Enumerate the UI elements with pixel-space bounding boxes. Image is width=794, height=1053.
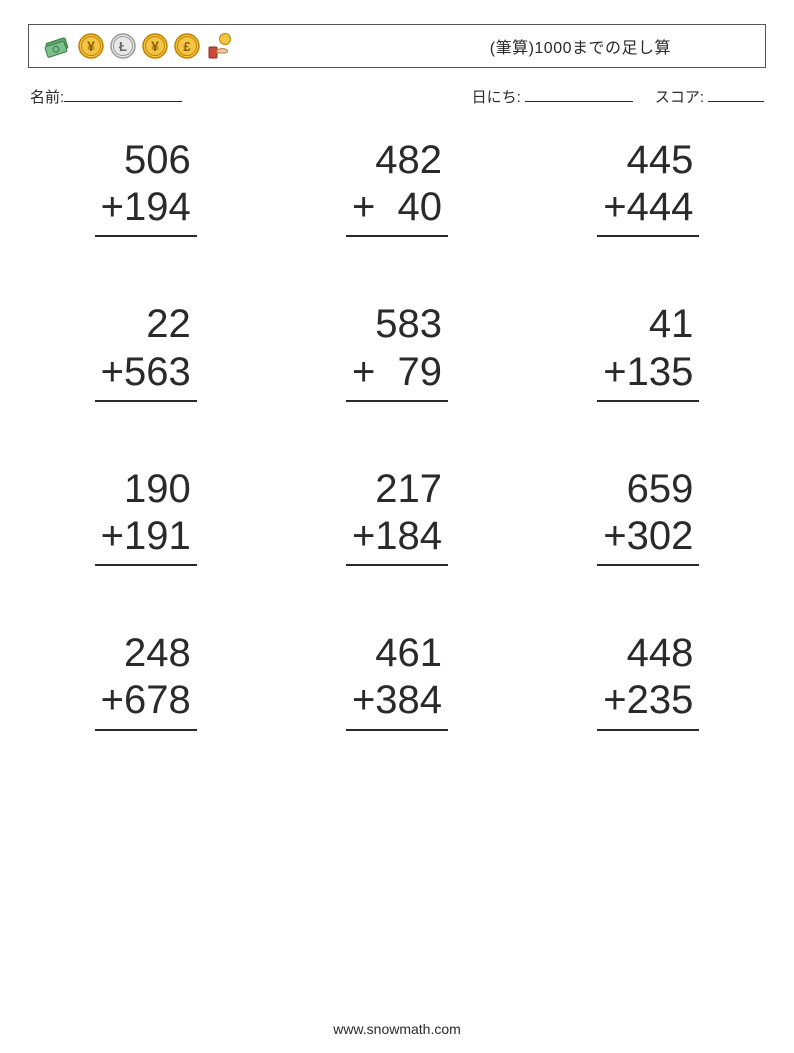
cash-icon bbox=[43, 32, 73, 60]
addend-top: 445 bbox=[597, 137, 699, 184]
coin-l-icon: Ł bbox=[109, 32, 137, 60]
problem-stack: 41+135 bbox=[597, 301, 699, 401]
sum-rule bbox=[95, 400, 197, 402]
sum-rule bbox=[346, 729, 448, 731]
sum-rule bbox=[597, 729, 699, 731]
info-row: 名前: 日にち: スコア: bbox=[28, 86, 766, 107]
addend-top: 583 bbox=[346, 301, 448, 348]
addend-bottom: + 40 bbox=[346, 184, 448, 231]
problem: 659+302 bbox=[553, 466, 744, 566]
addend-top: 217 bbox=[346, 466, 448, 513]
problem-stack: 217+184 bbox=[346, 466, 448, 566]
problem-stack: 506+194 bbox=[95, 137, 197, 237]
sum-rule bbox=[95, 235, 197, 237]
name-blank[interactable] bbox=[64, 86, 182, 102]
coin-pound-icon: £ bbox=[173, 32, 201, 60]
worksheet-title: (筆算)1000までの足し算 bbox=[490, 34, 751, 58]
problem: 190+191 bbox=[50, 466, 241, 566]
addend-bottom: +563 bbox=[95, 349, 197, 396]
problem-stack: 22+563 bbox=[95, 301, 197, 401]
header-box: ¥ Ł ¥ £ bbox=[28, 24, 766, 68]
problem-stack: 248+678 bbox=[95, 630, 197, 730]
problem-stack: 448+235 bbox=[597, 630, 699, 730]
problem-stack: 482+ 40 bbox=[346, 137, 448, 237]
score-label: スコア: bbox=[655, 86, 704, 107]
problem: 461+384 bbox=[301, 630, 492, 730]
svg-text:£: £ bbox=[183, 39, 191, 54]
addend-bottom: +135 bbox=[597, 349, 699, 396]
coin-yen2-icon: ¥ bbox=[141, 32, 169, 60]
problem: 583+ 79 bbox=[301, 301, 492, 401]
problem-stack: 445+444 bbox=[597, 137, 699, 237]
problem: 506+194 bbox=[50, 137, 241, 237]
problem: 41+135 bbox=[553, 301, 744, 401]
addend-bottom: +184 bbox=[346, 513, 448, 560]
addend-top: 461 bbox=[346, 630, 448, 677]
addend-top: 659 bbox=[597, 466, 699, 513]
addend-bottom: +194 bbox=[95, 184, 197, 231]
name-label: 名前: bbox=[30, 86, 64, 107]
addend-top: 190 bbox=[95, 466, 197, 513]
sum-rule bbox=[597, 564, 699, 566]
date-label: 日にち: bbox=[472, 86, 521, 107]
problem-stack: 190+191 bbox=[95, 466, 197, 566]
sum-rule bbox=[346, 564, 448, 566]
svg-text:¥: ¥ bbox=[151, 38, 159, 54]
problem: 248+678 bbox=[50, 630, 241, 730]
score-blank[interactable] bbox=[708, 86, 764, 102]
addend-top: 248 bbox=[95, 630, 197, 677]
sum-rule bbox=[597, 400, 699, 402]
problem: 445+444 bbox=[553, 137, 744, 237]
addend-top: 22 bbox=[95, 301, 197, 348]
date-blank[interactable] bbox=[525, 86, 633, 102]
sum-rule bbox=[95, 564, 197, 566]
problem: 482+ 40 bbox=[301, 137, 492, 237]
coin-yen-icon: ¥ bbox=[77, 32, 105, 60]
hand-coin-icon bbox=[205, 32, 235, 60]
addend-top: 482 bbox=[346, 137, 448, 184]
problem-stack: 583+ 79 bbox=[346, 301, 448, 401]
addend-bottom: + 79 bbox=[346, 349, 448, 396]
header-icons: ¥ Ł ¥ £ bbox=[43, 32, 235, 60]
addend-top: 41 bbox=[597, 301, 699, 348]
addend-top: 506 bbox=[95, 137, 197, 184]
addend-bottom: +678 bbox=[95, 677, 197, 724]
problem: 22+563 bbox=[50, 301, 241, 401]
problems-grid: 506+194 482+ 40 445+444 22+563 583+ 79 4… bbox=[28, 137, 766, 731]
addend-bottom: +444 bbox=[597, 184, 699, 231]
addend-bottom: +191 bbox=[95, 513, 197, 560]
addend-top: 448 bbox=[597, 630, 699, 677]
sum-rule bbox=[346, 235, 448, 237]
problem-stack: 461+384 bbox=[346, 630, 448, 730]
sum-rule bbox=[597, 235, 699, 237]
addend-bottom: +384 bbox=[346, 677, 448, 724]
problem: 217+184 bbox=[301, 466, 492, 566]
worksheet-page: ¥ Ł ¥ £ bbox=[0, 0, 794, 731]
svg-text:Ł: Ł bbox=[119, 39, 127, 54]
sum-rule bbox=[346, 400, 448, 402]
problem-stack: 659+302 bbox=[597, 466, 699, 566]
footer-url: www.snowmath.com bbox=[0, 1021, 794, 1037]
addend-bottom: +302 bbox=[597, 513, 699, 560]
sum-rule bbox=[95, 729, 197, 731]
problem: 448+235 bbox=[553, 630, 744, 730]
svg-text:¥: ¥ bbox=[87, 38, 95, 54]
addend-bottom: +235 bbox=[597, 677, 699, 724]
